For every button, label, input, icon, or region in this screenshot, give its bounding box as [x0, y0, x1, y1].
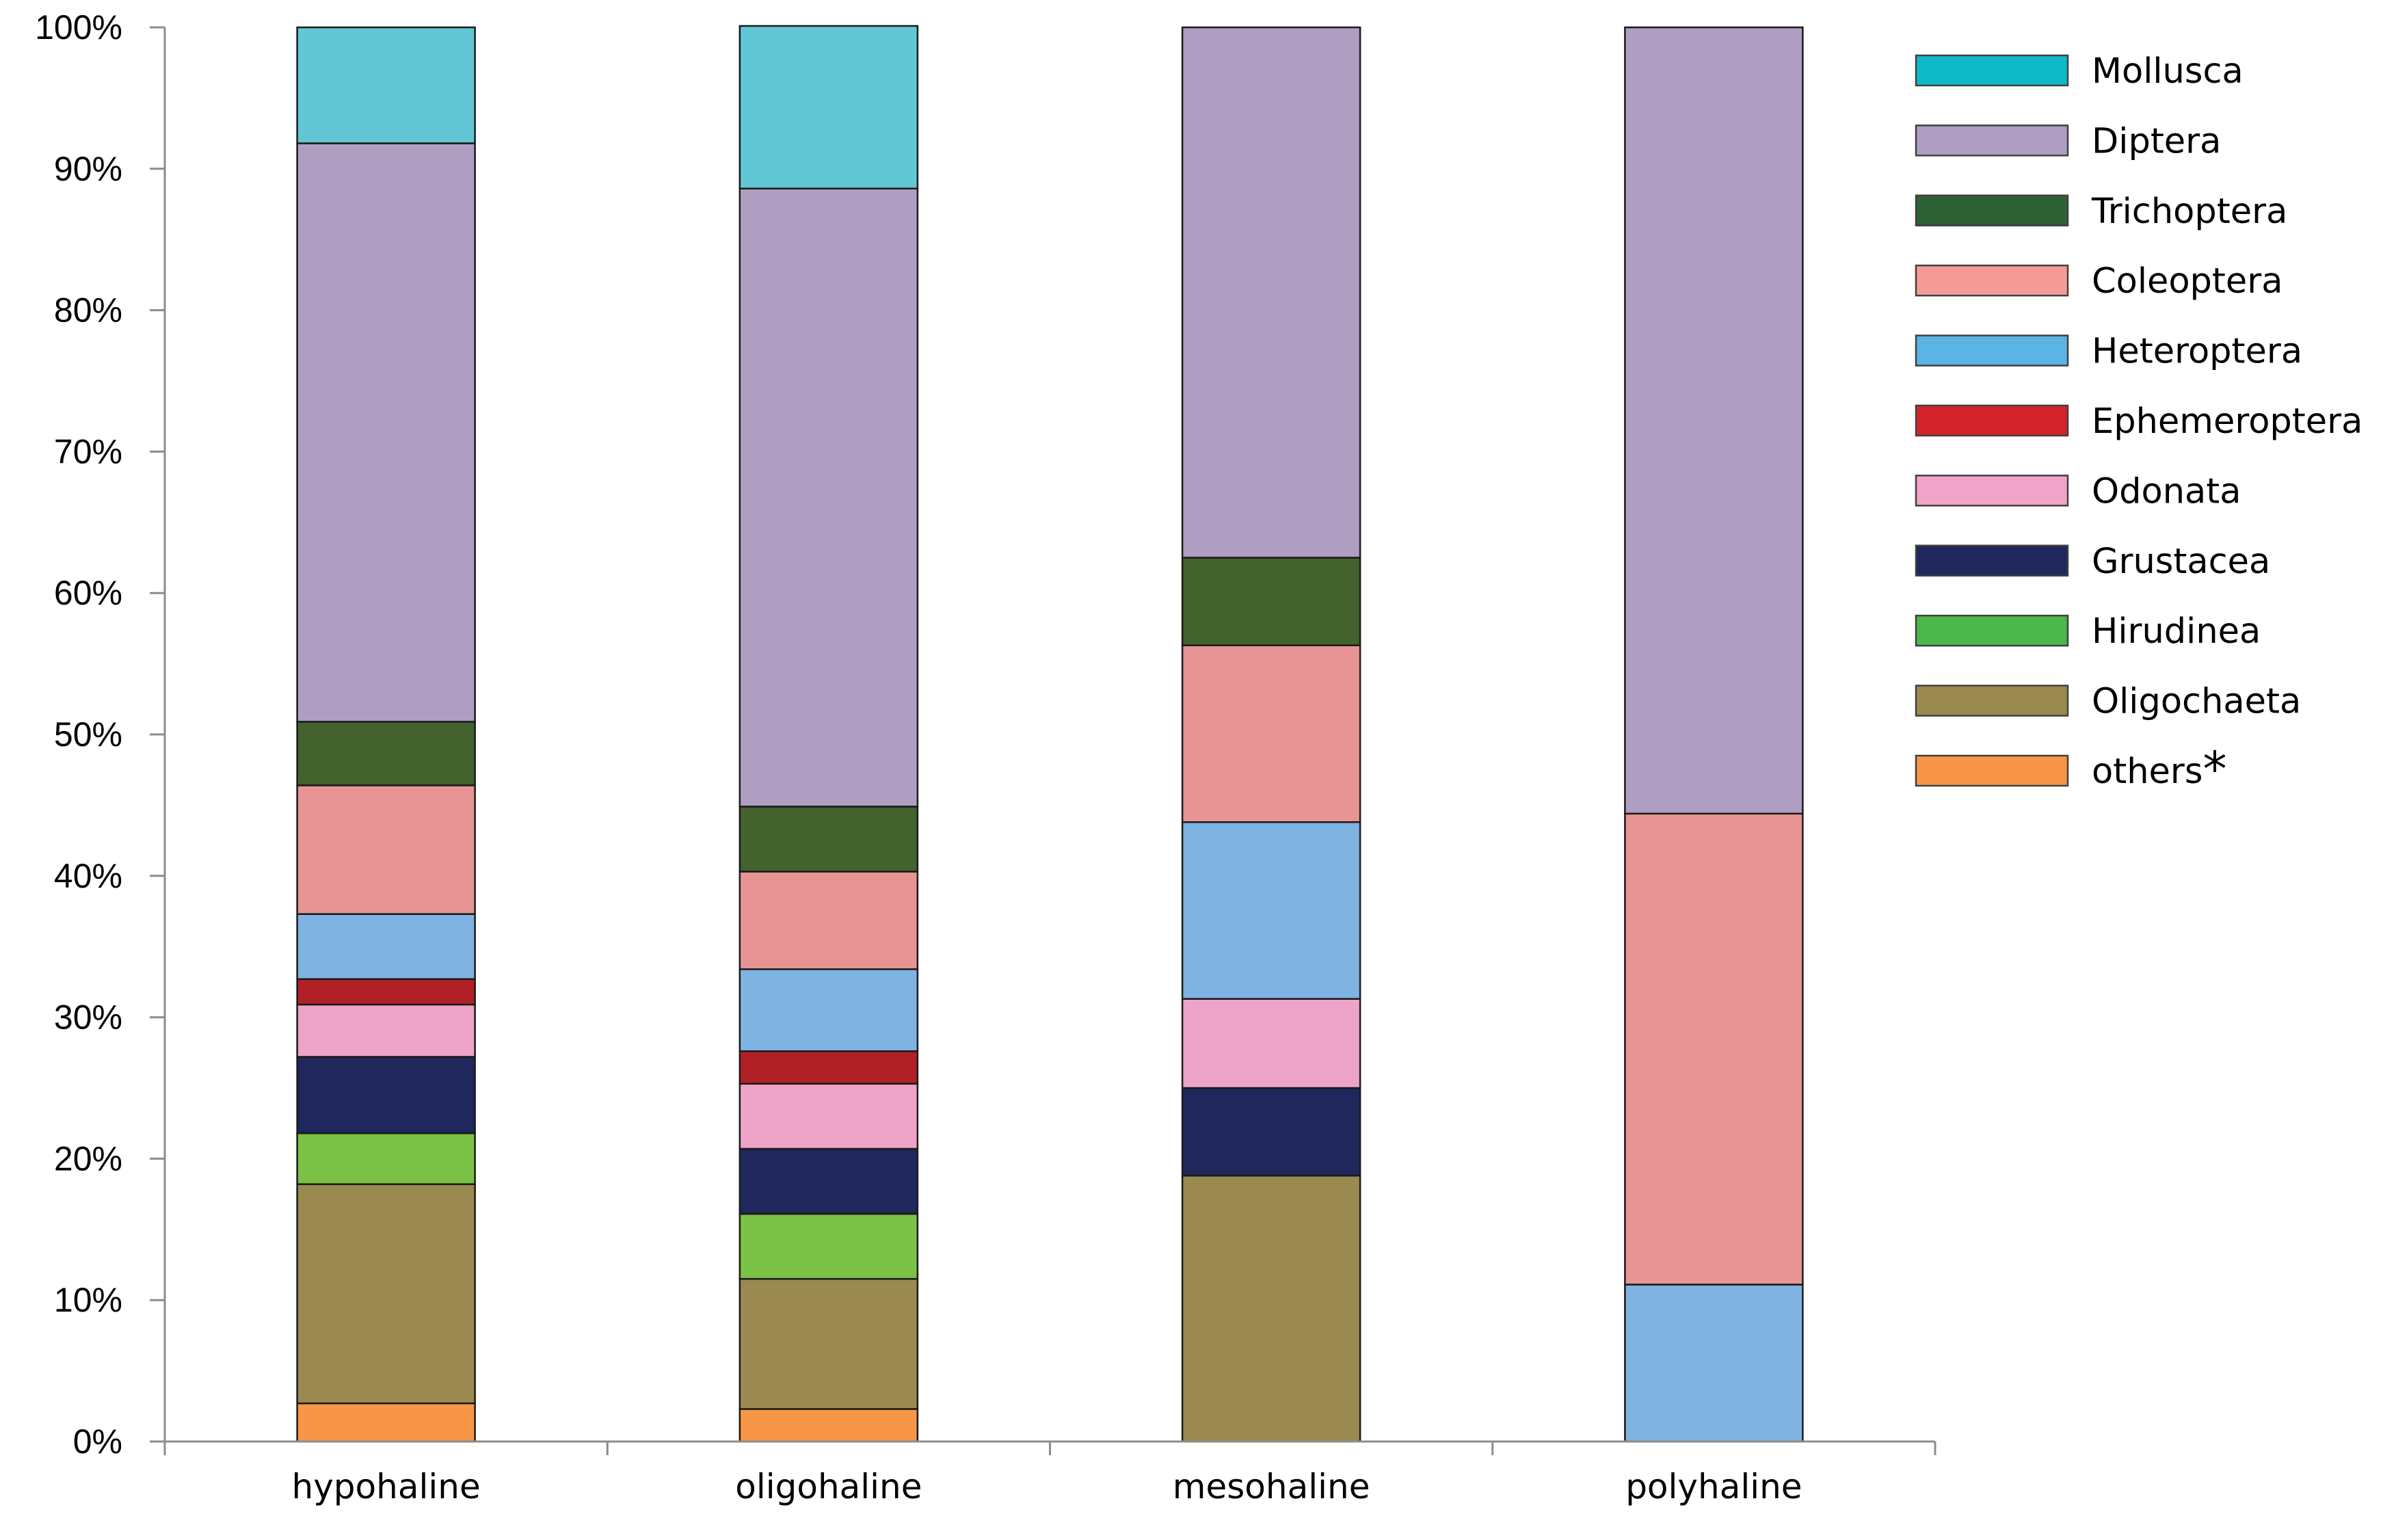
legend-item-heteroptera: Heteroptera	[1915, 332, 2302, 372]
y-tick-label: 0%	[73, 1422, 122, 1461]
bar-hypohaline-heteroptera	[296, 913, 476, 981]
x-tick-label-hypohaline: hypohaline	[292, 1467, 481, 1506]
x-tick-label-oligohaline: oligohaline	[735, 1467, 922, 1506]
bar-polyhaline-diptera	[1624, 26, 1804, 815]
bar-hypohaline-diptera	[296, 142, 476, 723]
bar-mesohaline-odonata	[1181, 998, 1361, 1089]
y-axis: 0% 10% 20% 30% 40% 50% 60% 70% 80% 90% 100%	[35, 8, 166, 1461]
legend-swatch-oligochaeta	[1915, 685, 2069, 717]
bar-stack-oligohaline	[738, 25, 919, 1443]
bar-stack-mesohaline	[1181, 26, 1361, 1443]
legend-item-hirudinea: Hirudinea	[1915, 611, 2261, 652]
legend-item-grustacea: Grustacea	[1915, 542, 2270, 582]
bar-oligohaline-coleoptera	[738, 871, 919, 970]
bar-oligohaline-oligochaeta	[738, 1277, 919, 1410]
x-axis: hypohaline oligohaline mesohaline polyhalin…	[163, 1440, 1936, 1506]
legend-swatch-ephemeroptera	[1915, 404, 2069, 437]
legend-item-ephemeroptera: Ephemeroptera	[1915, 401, 2362, 442]
bar-oligohaline-mollusca	[738, 25, 919, 190]
legend-swatch-coleoptera	[1915, 264, 2069, 297]
legend-item-others: others*	[1915, 741, 2226, 797]
legend-swatch-grustacea	[1915, 544, 2069, 577]
y-tick-label: 20%	[54, 1139, 122, 1178]
y-tick-label: 60%	[54, 574, 122, 612]
y-tick-label: 30%	[54, 998, 122, 1037]
bar-oligohaline-ephemeroptera	[738, 1050, 919, 1085]
legend-swatch-hirudinea	[1915, 614, 2069, 647]
bar-oligohaline-grustacea	[738, 1147, 919, 1215]
bars	[296, 25, 1804, 1443]
bar-hypohaline-hirudinea	[296, 1132, 476, 1185]
bar-mesohaline-diptera	[1181, 26, 1361, 559]
bar-oligohaline-others	[738, 1408, 919, 1443]
y-tick-label: 10%	[54, 1281, 122, 1319]
legend-swatch-odonata	[1915, 475, 2069, 507]
y-tick-label: 100%	[35, 8, 122, 47]
legend-label-mollusca: Mollusca	[2092, 51, 2244, 92]
legend-label-others: others*	[2092, 741, 2226, 797]
legend: Mollusca Diptera Trichoptera Coleoptera Hete…	[1915, 51, 2362, 797]
x-tick-label-mesohaline: mesohaline	[1173, 1467, 1370, 1506]
bar-oligohaline-odonata	[738, 1083, 919, 1150]
bar-stack-polyhaline	[1624, 26, 1804, 1443]
legend-swatch-trichoptera	[1915, 194, 2069, 227]
legend-swatch-diptera	[1915, 124, 2069, 157]
legend-label-trichoptera: Trichoptera	[2091, 191, 2287, 232]
bar-oligohaline-diptera	[738, 187, 919, 808]
y-tick-label: 50%	[54, 715, 122, 754]
legend-label-oligochaeta: Oligochaeta	[2092, 682, 2301, 722]
bar-polyhaline-heteroptera	[1624, 1284, 1804, 1443]
legend-swatch-heteroptera	[1915, 334, 2069, 367]
legend-label-ephemeroptera: Ephemeroptera	[2092, 401, 2362, 442]
legend-item-coleoptera: Coleoptera	[1915, 261, 2283, 302]
bar-hypohaline-oligochaeta	[296, 1183, 476, 1405]
bar-hypohaline-trichoptera	[296, 721, 476, 786]
legend-swatch-mollusca	[1915, 54, 2069, 87]
bar-oligohaline-hirudinea	[738, 1212, 919, 1280]
bar-hypohaline-odonata	[296, 1003, 476, 1058]
legend-swatch-others	[1915, 754, 2069, 787]
bar-oligohaline-heteroptera	[738, 968, 919, 1052]
bar-hypohaline-grustacea	[296, 1056, 476, 1134]
legend-label-diptera: Diptera	[2092, 121, 2221, 161]
legend-label-heteroptera: Heteroptera	[2092, 332, 2302, 372]
legend-item-trichoptera: Trichoptera	[1915, 191, 2287, 232]
bar-polyhaline-coleoptera	[1624, 812, 1804, 1286]
legend-label-coleoptera: Coleoptera	[2092, 261, 2283, 302]
bar-hypohaline-others	[296, 1402, 476, 1443]
x-tick-label-polyhaline: polyhaline	[1625, 1467, 1802, 1506]
x-ticks: hypohaline oligohaline mesohaline polyhalin…	[163, 1442, 1936, 1506]
bar-mesohaline-heteroptera	[1181, 821, 1361, 1000]
y-tick-label: 90%	[54, 150, 122, 188]
bar-mesohaline-oligochaeta	[1181, 1174, 1361, 1443]
legend-item-mollusca: Mollusca	[1915, 51, 2244, 92]
legend-item-oligochaeta: Oligochaeta	[1915, 682, 2301, 722]
bar-mesohaline-grustacea	[1181, 1087, 1361, 1177]
y-tick-label: 70%	[54, 432, 122, 470]
y-tick-label: 80%	[54, 291, 122, 330]
legend-label-hirudinea: Hirudinea	[2092, 611, 2261, 652]
legend-item-odonata: Odonata	[1915, 471, 2241, 512]
bar-stack-hypohaline	[296, 26, 476, 1443]
y-ticks: 0% 10% 20% 30% 40% 50% 60% 70% 80% 90% 100%	[35, 8, 165, 1461]
legend-label-odonata: Odonata	[2092, 471, 2241, 512]
legend-asterisk: *	[2202, 741, 2226, 797]
bar-hypohaline-mollusca	[296, 26, 476, 144]
bar-mesohaline-trichoptera	[1181, 557, 1361, 646]
bar-mesohaline-coleoptera	[1181, 644, 1361, 823]
bar-oligohaline-trichoptera	[738, 806, 919, 873]
legend-item-diptera: Diptera	[1915, 121, 2221, 161]
bar-hypohaline-coleoptera	[296, 784, 476, 915]
bar-hypohaline-ephemeroptera	[296, 978, 476, 1006]
y-tick-label: 40%	[54, 857, 122, 895]
legend-label-grustacea: Grustacea	[2092, 542, 2270, 582]
